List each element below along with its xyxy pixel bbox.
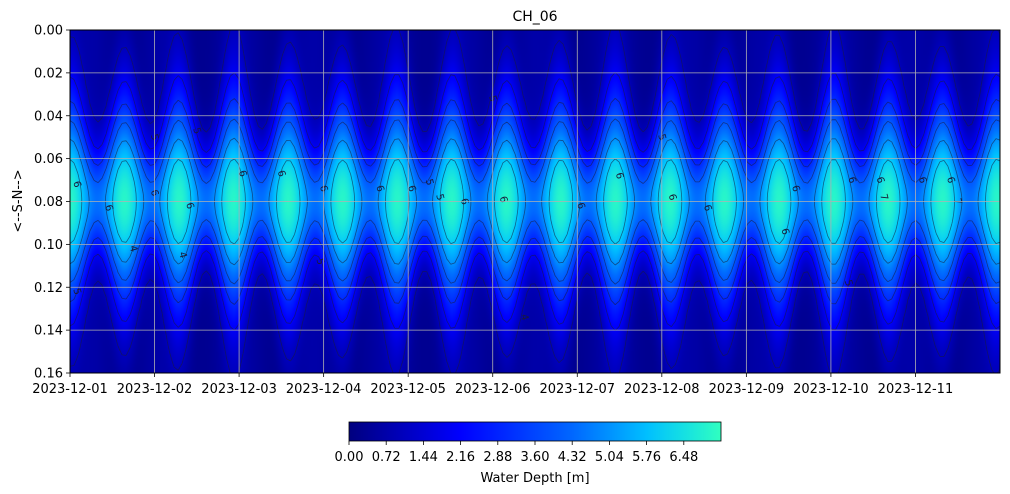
contour-label: 6 (317, 184, 329, 193)
colorbar-tick-label: 0.00 (335, 450, 364, 465)
contour-label: 5 (842, 279, 854, 288)
x-tick-label: 2023-12-04 (286, 382, 362, 397)
x-tick-label: 2023-12-08 (624, 382, 700, 397)
contour-label: 5 (148, 133, 160, 142)
colorbar-tick-label: 0.72 (372, 450, 401, 465)
contour-label: 6 (148, 189, 160, 198)
contour-label: 7 (877, 193, 889, 202)
contour-label: 5 (486, 94, 498, 103)
contour-line-4 (69, 118, 1001, 285)
y-axis-label: <--S-N--> (11, 169, 26, 232)
colorbar-tick-label: 5.76 (632, 450, 661, 465)
contour-label: 6 (666, 193, 678, 202)
x-tick-label: 2023-12-02 (117, 382, 193, 397)
colorbar-tick-label: 6.48 (669, 450, 698, 465)
contour-label: 6 (70, 180, 82, 189)
colorbar-ticks: 0.00 0.72 1.44 2.16 2.88 3.60 4.32 5.04 5.76 6.48 (335, 441, 698, 465)
contour-label: 6 (845, 176, 857, 185)
contour-label: 5 (433, 193, 445, 202)
contour-label: 6 (275, 169, 287, 178)
contour-label: 6 (874, 176, 886, 185)
x-tick-label: 2023-12-07 (539, 382, 615, 397)
colorbar-tick-label: 5.04 (595, 450, 624, 465)
contour-label: 5 (70, 287, 82, 296)
x-tick-label: 2023-12-09 (709, 382, 785, 397)
contour-label: 6 (102, 204, 114, 213)
contour-label: 5 (190, 126, 202, 135)
contour-label: 6 (236, 169, 248, 178)
y-tick-label: 0.12 (34, 281, 63, 296)
y-tick-label: 0.00 (34, 24, 63, 39)
colorbar-tick-label: 2.88 (483, 450, 512, 465)
chart-title: CH_06 (512, 9, 557, 25)
contour-lines (69, 29, 1001, 374)
contour-label: 5 (313, 257, 325, 266)
contour-label: 6 (778, 227, 790, 236)
contour-line-6 (69, 158, 1001, 245)
contour-label: 5 (423, 178, 435, 187)
colorbar-label: Water Depth [m] (480, 471, 589, 486)
colorbar-gradient (348, 421, 722, 442)
x-axis: 2023-12-01 2023-12-02 2023-12-03 2023-12-04… (32, 373, 953, 397)
y-tick-label: 0.04 (34, 109, 63, 124)
colorbar-tick-label: 1.44 (409, 450, 438, 465)
colorbar-tick-label: 2.16 (446, 450, 475, 465)
x-tick-label: 2023-12-01 (32, 382, 108, 397)
y-tick-label: 0.02 (34, 66, 63, 81)
y-axis: 0.00 0.02 0.04 0.06 0.08 0.10 0.12 0.14 0.16 (34, 24, 70, 382)
y-tick-label: 0.16 (34, 367, 63, 382)
contour-label: 6 (574, 201, 586, 210)
contour-label: 6 (373, 184, 385, 193)
contour-line-1 (69, 29, 1001, 374)
y-tick-label: 0.08 (34, 195, 63, 210)
x-tick-label: 2023-12-05 (370, 382, 446, 397)
contour-line-5 (69, 137, 1001, 266)
colorbar: 0.00 0.72 1.44 2.16 2.88 3.60 4.32 5.04 5.76 6.48… (335, 421, 722, 486)
grid-lines (70, 30, 1000, 373)
x-tick-label: 2023-12-10 (793, 382, 869, 397)
contour-label: 6 (944, 176, 956, 185)
x-tick-label: 2023-12-11 (878, 382, 954, 397)
y-tick-label: 0.14 (34, 324, 63, 339)
colorbar-tick-label: 3.60 (521, 450, 550, 465)
contour-label: 6 (701, 204, 713, 213)
contour-label: 4 (518, 313, 530, 322)
contour-label: 4 (176, 251, 188, 260)
colorbar-tick-label: 4.32 (558, 450, 587, 465)
contour-label: 6 (789, 184, 801, 193)
y-tick-label: 0.06 (34, 152, 63, 167)
contour-label: 4 (127, 244, 139, 253)
contour-label: 6 (497, 195, 509, 204)
contour-label: 6 (613, 171, 625, 180)
contour-label: 6 (183, 201, 195, 210)
x-tick-label: 2023-12-06 (455, 382, 531, 397)
contour-label: 6 (916, 176, 928, 185)
y-tick-label: 0.10 (34, 238, 63, 253)
contour-label: 5 (655, 133, 667, 142)
contour-label: 6 (405, 184, 417, 193)
x-tick-label: 2023-12-03 (201, 382, 277, 397)
